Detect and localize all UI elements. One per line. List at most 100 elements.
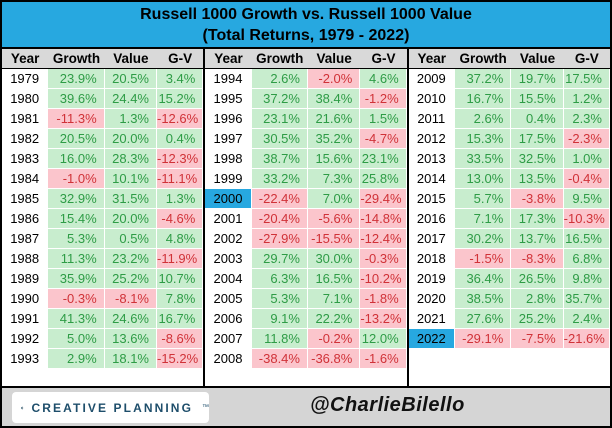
year-cell: 1997 [205,129,252,149]
table-row: 2003 29.7% 30.0% -0.3% [205,249,407,269]
value-cell: 20.0% [104,129,157,149]
growth-cell: -27.9% [251,229,308,249]
table-row: 2009 37.2% 19.7% 17.5% [408,69,610,89]
table-row: 1981 -11.3% 1.3% -12.6% [2,109,204,129]
year-cell: 1995 [205,89,252,109]
value-cell: -8.3% [511,249,564,269]
growth-cell: 2.6% [454,109,512,129]
growth-cell: 16.0% [48,149,105,169]
year-cell: 2004 [205,269,252,289]
value-cell: -36.8% [307,349,361,369]
column-header: Growth [48,49,105,69]
value-cell: 13.5% [511,169,564,189]
growth-cell: 2.9% [48,349,105,369]
gv-cell: 0.4% [157,129,204,149]
year-cell: 1989 [2,269,49,289]
gv-cell: -10.2% [360,269,407,289]
returns-table-1: Year Growth Value G-V 1979 23.9% 20.5% 3.4% 1980… [2,49,204,369]
growth-cell: -1.0% [48,169,105,189]
year-cell: 2007 [205,329,252,349]
year-cell: 2009 [408,69,455,89]
value-cell: 25.2% [511,309,564,329]
growth-cell: 20.5% [48,129,105,149]
returns-table-3: Year Growth Value G-V 2009 37.2% 19.7% 17.5% 201… [408,49,610,349]
table-row: 2001 -20.4% -5.6% -14.8% [205,209,407,229]
year-cell: 2022 [408,329,455,349]
table-row: 2007 11.8% -0.2% 12.0% [205,329,407,349]
table-row: 1985 32.9% 31.5% 1.3% [2,189,204,209]
table-row: 2019 36.4% 26.5% 9.8% [408,269,610,289]
table-row: 1989 35.9% 25.2% 10.7% [2,269,204,289]
growth-cell: 27.6% [454,309,512,329]
growth-cell: 33.5% [454,149,512,169]
year-cell: 1985 [2,189,49,209]
growth-cell: 38.7% [251,149,308,169]
gv-cell: -1.8% [360,289,407,309]
gv-cell: 1.5% [360,109,407,129]
value-cell: 32.5% [511,149,564,169]
year-cell: 1992 [2,329,49,349]
growth-cell: 23.1% [251,109,308,129]
column-header: G-V [157,49,204,69]
table-row: 1993 2.9% 18.1% -15.2% [2,349,204,369]
column-header: Growth [251,49,308,69]
column-header: Growth [454,49,512,69]
growth-cell: 35.9% [48,269,105,289]
value-cell: 13.6% [104,329,157,349]
table-row: 2018 -1.5% -8.3% 6.8% [408,249,610,269]
growth-cell: 38.5% [454,289,512,309]
table-row: 1980 39.6% 24.4% 15.2% [2,89,204,109]
growth-cell: -20.4% [251,209,308,229]
growth-cell: 5.7% [454,189,512,209]
value-cell: 20.0% [104,209,157,229]
gv-cell: 15.2% [157,89,204,109]
year-cell: 2002 [205,229,252,249]
value-cell: 35.2% [307,129,361,149]
gv-cell: 35.7% [563,289,610,309]
table-row: 1996 23.1% 21.6% 1.5% [205,109,407,129]
table-row: 2008 -38.4% -36.8% -1.6% [205,349,407,369]
growth-cell: 41.3% [48,309,105,329]
year-cell: 1993 [2,349,49,369]
gv-cell: 1.3% [157,189,204,209]
table-row: 2013 33.5% 32.5% 1.0% [408,149,610,169]
value-cell: 7.1% [307,289,361,309]
value-cell: 21.6% [307,109,361,129]
growth-cell: 16.7% [454,89,512,109]
year-cell: 2021 [408,309,455,329]
column-header: Year [408,49,455,69]
growth-cell: 15.3% [454,129,512,149]
gv-cell: -12.6% [157,109,204,129]
value-cell: 10.1% [104,169,157,189]
year-cell: 1999 [205,169,252,189]
table-row: 1998 38.7% 15.6% 23.1% [205,149,407,169]
value-cell: -2.0% [307,69,361,89]
value-cell: 2.8% [511,289,564,309]
growth-cell: -38.4% [251,349,308,369]
value-cell: 28.3% [104,149,157,169]
table-row: 1987 5.3% 0.5% 4.8% [2,229,204,249]
value-cell: 24.4% [104,89,157,109]
value-cell: 7.3% [307,169,361,189]
gv-cell: 2.4% [563,309,610,329]
value-cell: 19.7% [511,69,564,89]
year-cell: 1988 [2,249,49,269]
growth-cell: -1.5% [454,249,512,269]
gv-cell: 4.8% [157,229,204,249]
value-cell: -8.1% [104,289,157,309]
gv-cell: 9.8% [563,269,610,289]
value-cell: 15.6% [307,149,361,169]
column-header: Year [205,49,252,69]
year-group-2: Year Growth Value G-V 1994 2.6% -2.0% 4.6% 1995 3… [205,49,409,386]
growth-cell: 39.6% [48,89,105,109]
year-cell: 2010 [408,89,455,109]
year-cell: 2003 [205,249,252,269]
gv-cell: -12.3% [157,149,204,169]
table-row: 1983 16.0% 28.3% -12.3% [2,149,204,169]
gv-cell: -13.2% [360,309,407,329]
value-cell: 23.2% [104,249,157,269]
column-header: G-V [360,49,407,69]
value-cell: 1.3% [104,109,157,129]
gv-cell: 10.7% [157,269,204,289]
table-row: 2006 9.1% 22.2% -13.2% [205,309,407,329]
